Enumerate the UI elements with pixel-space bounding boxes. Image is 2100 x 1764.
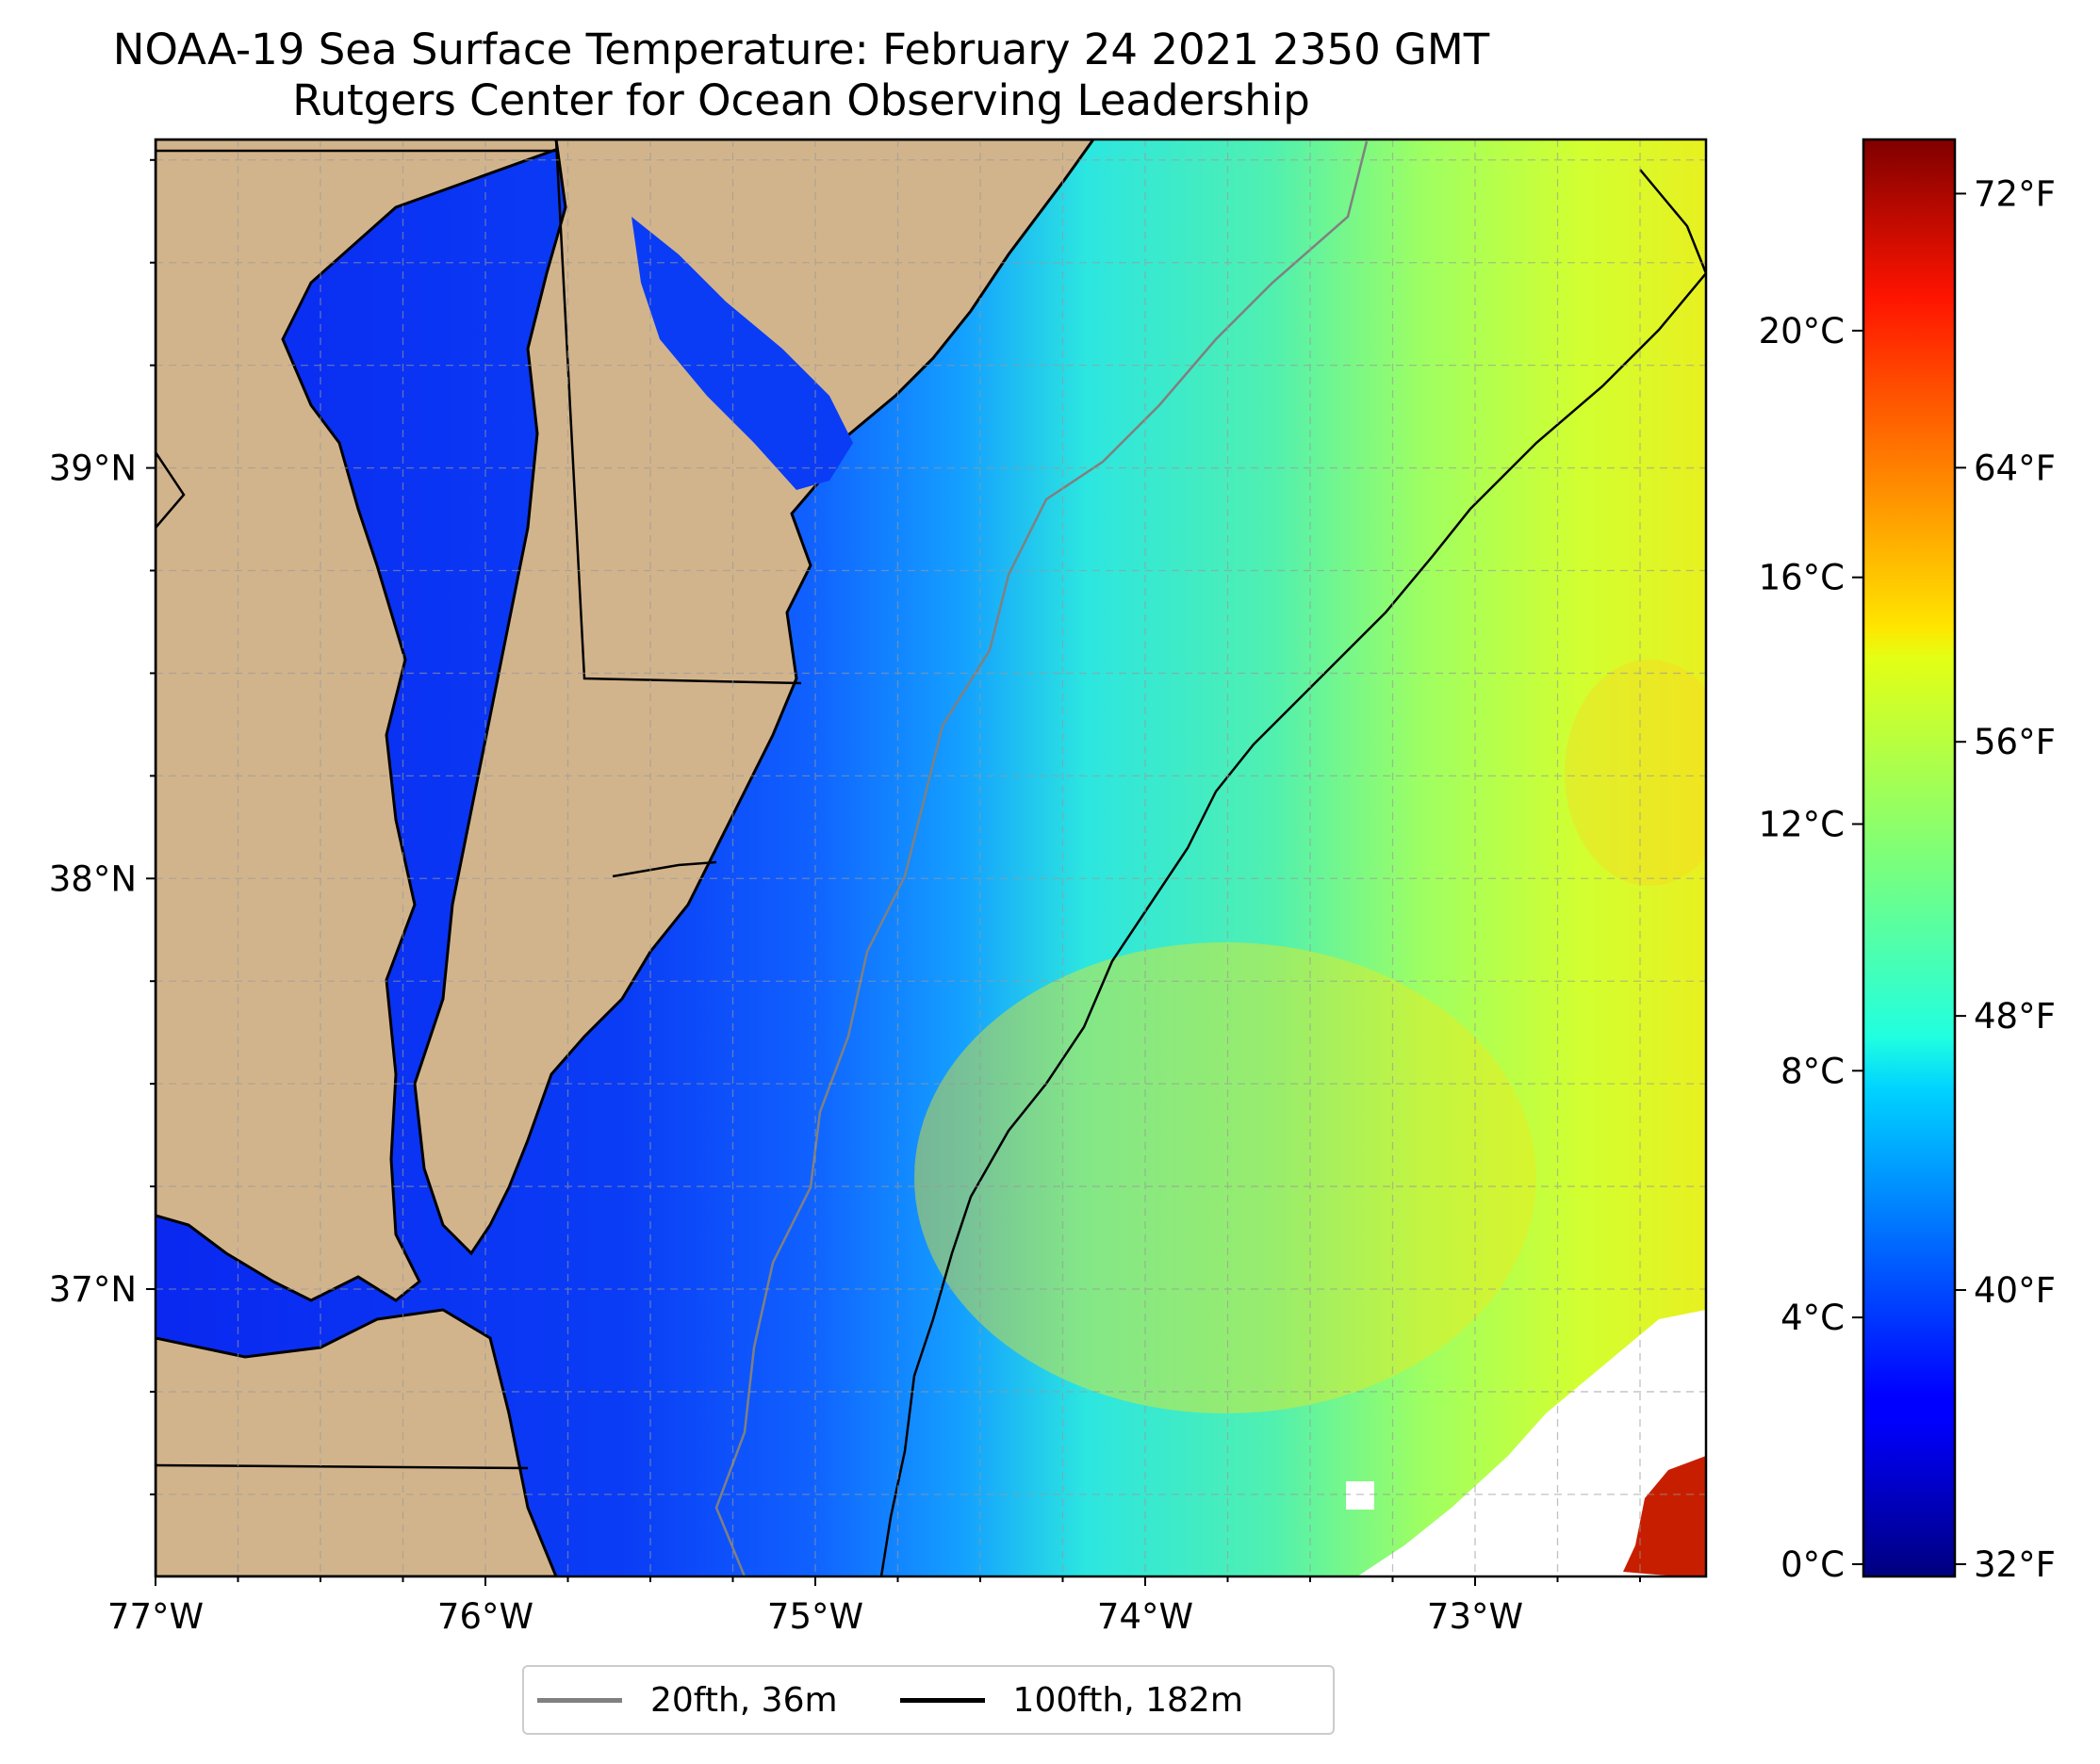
y-tick-label: 39°N [49, 449, 137, 489]
y-tick-label: 37°N [49, 1269, 137, 1310]
colorbar-celsius-label: 4°C [1780, 1298, 1845, 1338]
legend-item-20fth: 20fth, 36m [524, 1681, 838, 1720]
colorbar-fahrenheit-label: 72°F [1974, 173, 2056, 214]
legend-label: 100fth, 182m [1012, 1680, 1243, 1720]
state-boundary-md-de [554, 139, 802, 685]
x-tick-label: 75°W [767, 1596, 863, 1637]
colorbar-celsius-label: 8°C [1780, 1051, 1845, 1091]
colorbar-celsius-axis: 0°C 4°C 8°C 12°C 16°C 20°C [1759, 311, 1863, 1585]
chart-title: NOAA-19 Sea Surface Temperature: Februar… [112, 24, 1490, 74]
longitude-axis: 77°W 76°W 75°W 74°W 73°W [107, 1576, 1641, 1637]
colorbar-celsius-label: 16°C [1759, 558, 1845, 598]
colorbar-celsius-label: 12°C [1759, 805, 1845, 845]
isobath-100fth [879, 169, 1706, 1576]
state-boundary-dc [156, 451, 186, 529]
legend-label: 20fth, 36m [650, 1680, 838, 1720]
map-frame [154, 138, 1708, 1578]
warm-water-patch [914, 942, 1536, 1413]
colorbar-fahrenheit-label: 64°F [1974, 448, 2056, 488]
y-tick-label: 38°N [49, 858, 137, 899]
colorbar-fahrenheit-axis: 32°F 40°F 48°F 56°F 64°F 72°F [1955, 173, 2056, 1585]
state-boundary-md-va [612, 860, 717, 878]
state-boundary-va-nc [156, 1463, 529, 1470]
colorbar-fahrenheit-label: 40°F [1974, 1270, 2056, 1311]
legend-item-100fth: 100fth, 182m [887, 1681, 1243, 1720]
x-tick-label: 77°W [107, 1596, 204, 1637]
delmarva-peninsula-land [413, 139, 1095, 1256]
colorbar-celsius-label: 20°C [1759, 311, 1845, 351]
map-panel [156, 139, 1706, 1576]
x-tick-label: 76°W [437, 1596, 533, 1637]
delaware-bay-water [632, 217, 853, 490]
colorbar-fahrenheit-label: 32°F [1974, 1544, 2056, 1585]
latitude-axis: 37°N 38°N 39°N [49, 158, 156, 1495]
warm-water-patch-east [1565, 660, 1706, 886]
no-data-cloud-area [1357, 1310, 1706, 1576]
x-tick-label: 74°W [1097, 1596, 1193, 1637]
western-shore-land [156, 139, 560, 1302]
colorbar-fahrenheit-label: 48°F [1974, 996, 2056, 1037]
chart-subtitle: Rutgers Center for Ocean Observing Leade… [292, 75, 1310, 125]
colorbar [1862, 138, 1957, 1578]
isobath-legend: 20fth, 36m 100fth, 182m [522, 1665, 1335, 1735]
x-tick-label: 73°W [1427, 1596, 1523, 1637]
colorbar-celsius-label: 0°C [1780, 1544, 1845, 1585]
no-data-pixel [1346, 1481, 1374, 1510]
warm-gulf-stream-patch [1623, 1456, 1706, 1576]
map-gridlines [156, 139, 1706, 1576]
southern-land [156, 1308, 558, 1576]
colorbar-fahrenheit-label: 56°F [1974, 722, 2056, 762]
isobath-20fth [714, 140, 1369, 1576]
legend-swatch-black-line [899, 1697, 985, 1703]
legend-swatch-grey-line [537, 1697, 622, 1703]
